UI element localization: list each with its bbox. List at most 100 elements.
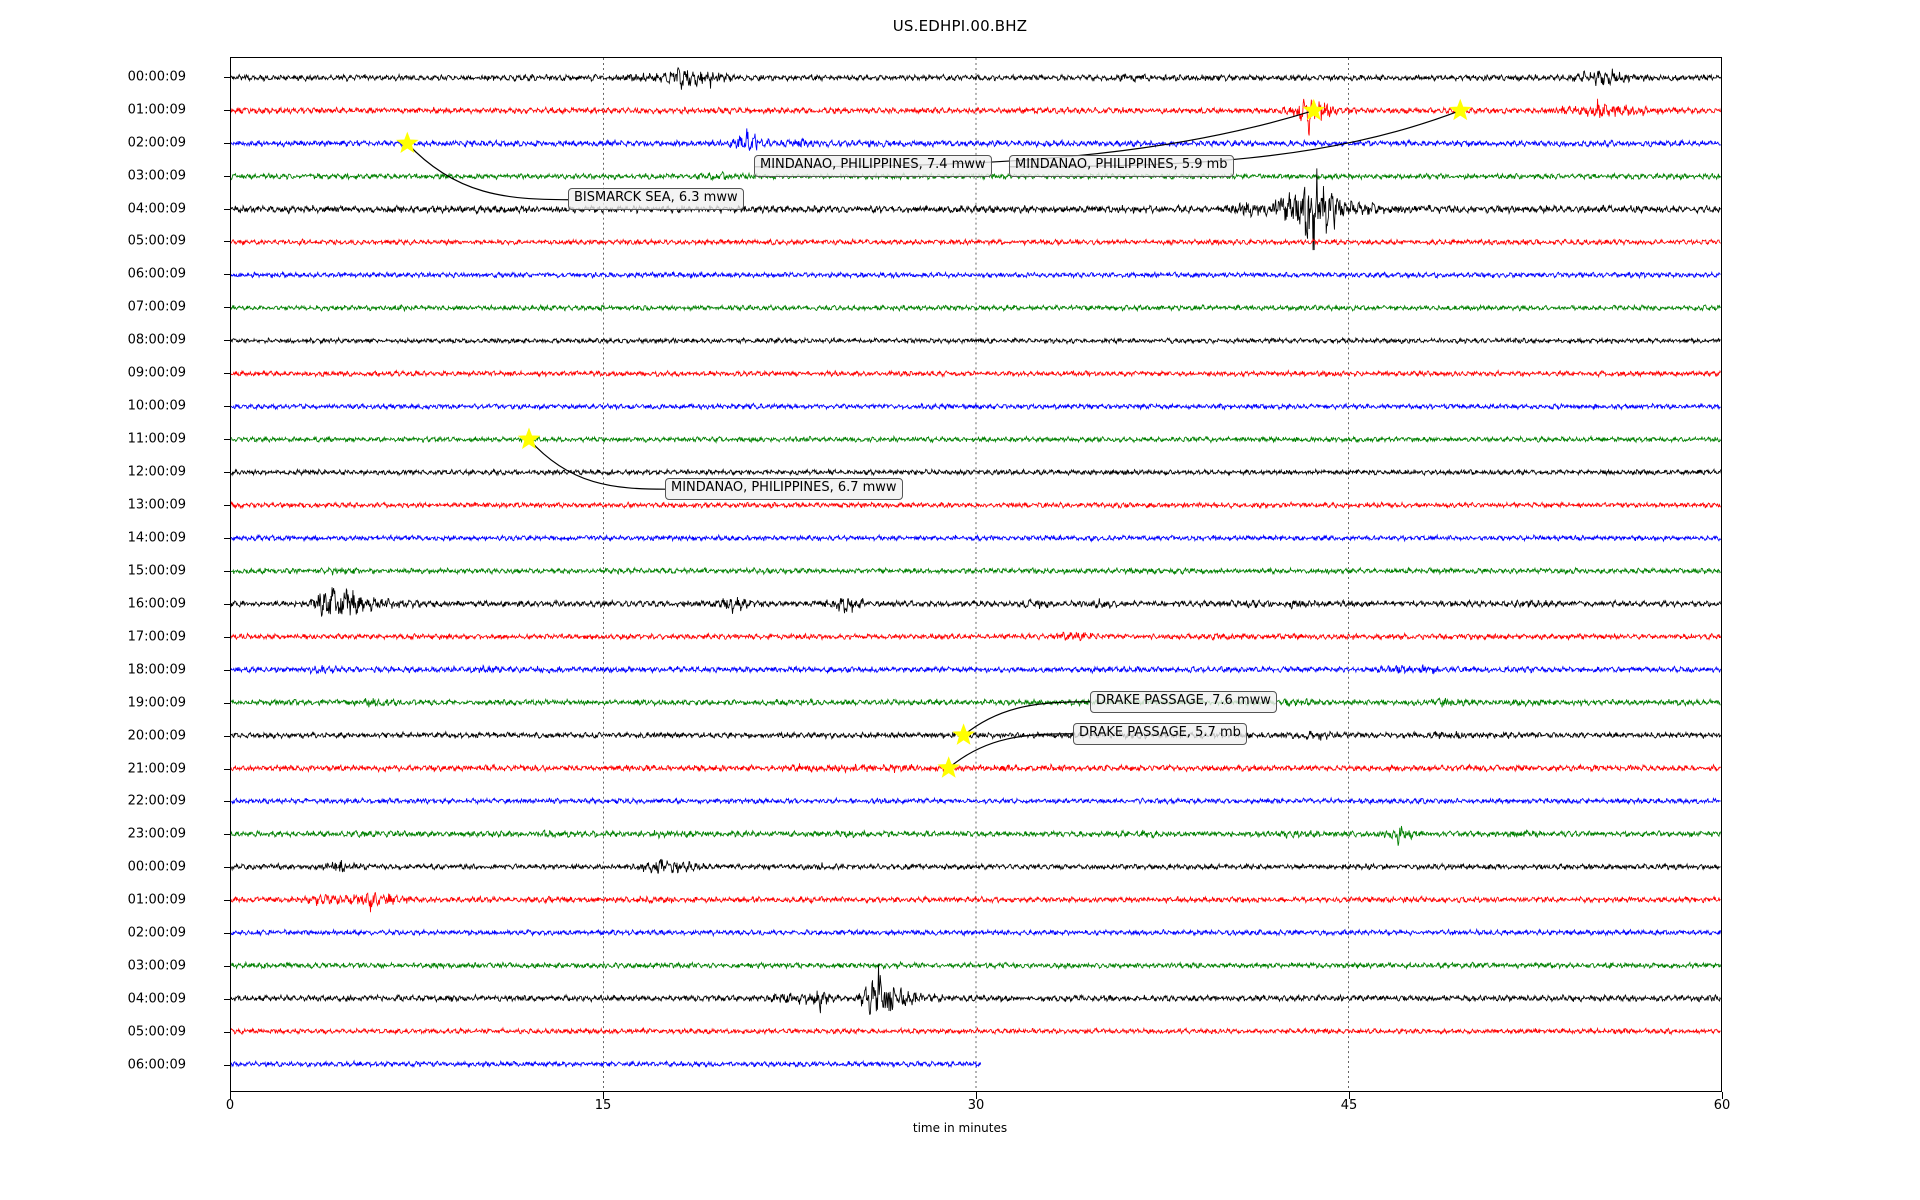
y-axis-tick-mark — [224, 537, 231, 539]
event-annotation-label: MINDANAO, PHILIPPINES, 5.9 mb — [1009, 155, 1234, 177]
y-axis-tick-label: 09:00:09 — [127, 365, 186, 381]
y-axis-tick-mark — [224, 735, 231, 737]
y-axis-tick-label: 23:00:09 — [127, 826, 186, 842]
x-axis-tick-label: 15 — [594, 1098, 612, 1113]
event-annotation-label: DRAKE PASSAGE, 5.7 mb — [1073, 723, 1247, 745]
event-annotation-label: MINDANAO, PHILIPPINES, 7.4 mww — [754, 155, 992, 177]
event-star-icon — [952, 723, 975, 745]
trace-line — [231, 825, 1721, 846]
y-axis-tick-mark — [224, 208, 231, 210]
trace-line — [231, 303, 1721, 313]
trace-line — [231, 434, 1721, 444]
y-axis-tick-mark — [224, 274, 231, 276]
trace-line — [231, 587, 1721, 617]
x-axis-tick-label: 0 — [225, 1098, 235, 1113]
y-axis-tick-mark — [224, 768, 231, 770]
trace-line — [231, 402, 1721, 411]
y-axis-tick-mark — [224, 1064, 231, 1066]
trace-lines — [231, 66, 1721, 1069]
y-axis-tick-label: 04:00:09 — [127, 991, 186, 1007]
y-axis-tick-label: 17:00:09 — [127, 629, 186, 645]
x-axis-tick-label: 45 — [1340, 1098, 1358, 1113]
y-axis-tick-label: 03:00:09 — [127, 958, 186, 974]
y-axis-tick-label: 20:00:09 — [127, 728, 186, 744]
y-axis-tick-mark — [224, 142, 231, 144]
y-axis-tick-label: 15:00:09 — [127, 563, 186, 579]
event-star-markers — [396, 98, 1472, 778]
y-axis-tick-mark — [224, 999, 231, 1001]
x-axis-tick-mark — [230, 1092, 231, 1099]
event-annotation-label: BISMARCK SEA, 6.3 mww — [568, 188, 744, 210]
event-star-icon — [396, 131, 419, 154]
y-axis-tick-mark — [224, 340, 231, 342]
y-axis-tick-label: 10:00:09 — [127, 398, 186, 414]
y-axis-tick-mark — [224, 439, 231, 441]
y-axis-tick-label: 08:00:09 — [127, 332, 186, 348]
y-axis-tick-label: 13:00:09 — [127, 497, 186, 513]
y-axis-tick-mark — [224, 636, 231, 638]
y-axis-tick-mark — [224, 834, 231, 836]
x-axis-tick-mark — [1722, 1092, 1723, 1099]
y-axis-tick-label: 22:00:09 — [127, 793, 186, 809]
trace-line — [231, 66, 1721, 90]
y-axis-tick-mark — [224, 801, 231, 803]
trace-line — [231, 927, 1721, 938]
y-axis-tick-mark — [224, 669, 231, 671]
y-axis-tick-mark — [224, 76, 231, 78]
y-axis-tick-mark — [224, 1032, 231, 1034]
trace-line — [231, 964, 1721, 1016]
y-axis-tick-mark — [224, 406, 231, 408]
y-axis-tick-label: 02:00:09 — [127, 135, 186, 151]
grid-lines — [603, 58, 1349, 1091]
trace-line — [231, 960, 1721, 971]
trace-line — [231, 730, 1721, 741]
trace-line — [231, 858, 1721, 874]
y-axis-tick-label: 00:00:09 — [127, 69, 186, 85]
y-axis-tick-mark — [224, 603, 231, 605]
y-axis-tick-mark — [224, 867, 231, 869]
y-axis-tick-label: 12:00:09 — [127, 464, 186, 480]
x-axis-title: time in minutes — [912, 1121, 1008, 1135]
event-star-icon — [517, 427, 541, 449]
x-axis-tick-mark — [1349, 1092, 1350, 1099]
y-axis-tick-label: 03:00:09 — [127, 168, 186, 184]
y-axis-tick-label: 05:00:09 — [127, 233, 186, 249]
y-axis-tick-mark — [224, 373, 231, 375]
y-axis-tick-label: 01:00:09 — [127, 102, 186, 118]
y-axis-tick-label: 04:00:09 — [127, 201, 186, 217]
y-axis-tick-mark — [224, 109, 231, 111]
trace-line — [231, 566, 1721, 576]
x-axis-tick-label: 60 — [1713, 1098, 1731, 1113]
x-axis-tick-mark — [603, 1092, 604, 1099]
event-star-icon — [1448, 98, 1472, 121]
event-star-icon — [1302, 98, 1325, 121]
trace-line — [231, 631, 1721, 642]
y-axis-tick-label: 18:00:09 — [127, 662, 186, 678]
trace-line — [231, 270, 1721, 280]
trace-line — [231, 98, 1721, 136]
y-axis-tick-mark — [224, 472, 231, 474]
y-axis-tick-label: 06:00:09 — [127, 266, 186, 282]
y-axis-tick-mark — [224, 933, 231, 935]
y-axis-tick-mark — [224, 966, 231, 968]
event-star-icon — [937, 756, 960, 778]
trace-line — [231, 237, 1721, 247]
y-axis-tick-mark — [224, 307, 231, 309]
seismogram-traces — [231, 58, 1721, 1091]
y-axis-tick-mark — [224, 900, 231, 902]
y-axis-tick-label: 00:00:09 — [127, 859, 186, 875]
trace-line — [231, 1059, 982, 1069]
trace-line — [231, 336, 1721, 345]
annotation-leader-line — [963, 701, 1090, 736]
y-axis-tick-label: 16:00:09 — [127, 596, 186, 612]
y-axis-tick-mark — [224, 175, 231, 177]
event-annotation-label: MINDANAO, PHILIPPINES, 6.7 mww — [665, 478, 903, 500]
x-axis-tick-label: 30 — [967, 1098, 985, 1113]
trace-line — [231, 763, 1721, 774]
y-axis-tick-label: 05:00:09 — [127, 1024, 186, 1040]
trace-line — [231, 796, 1721, 806]
trace-line — [231, 168, 1721, 251]
trace-line — [231, 533, 1721, 543]
y-axis-tick-mark — [224, 504, 231, 506]
trace-line — [231, 892, 1721, 913]
